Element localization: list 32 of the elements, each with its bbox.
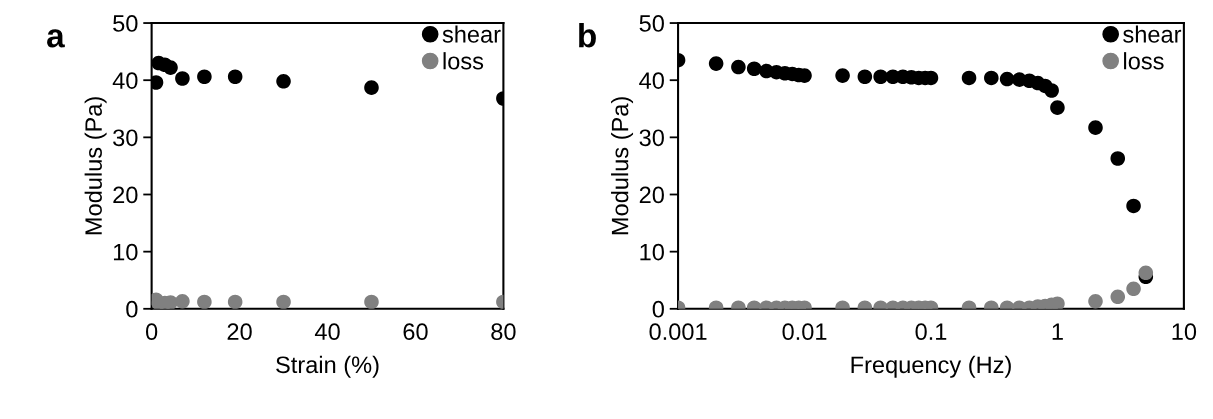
y-axis-title: Modulus (Pa) — [84, 97, 107, 235]
x-tick-label: 80 — [491, 323, 516, 341]
y-tick-label: 30 — [113, 129, 138, 147]
y-tick-label: 40 — [112, 72, 138, 89]
y-tick-label: 30 — [639, 129, 664, 147]
x-tick-label: 0.1 — [915, 323, 947, 341]
y-tick-label: 50 — [113, 15, 138, 32]
x-tick-label: 60 — [403, 323, 428, 341]
y-tick-label: 0 — [126, 300, 138, 318]
legend-label: shear — [1123, 25, 1182, 43]
y-tick-label: 20 — [639, 186, 664, 204]
x-tick-label: 0 — [145, 323, 158, 341]
legend-label: loss — [1124, 52, 1164, 70]
legend-label: loss — [443, 52, 484, 70]
x-tick-label: 0.01 — [782, 323, 827, 341]
x-tick-label: 1 — [1052, 323, 1063, 340]
y-tick-label: 20 — [113, 186, 138, 204]
y-tick-label: 40 — [639, 72, 664, 89]
legend-label: shear — [442, 25, 501, 43]
text: b — [579, 23, 596, 48]
text: a — [47, 29, 65, 48]
y-tick-label: 10 — [640, 243, 664, 261]
y-tick-label: 50 — [639, 15, 664, 32]
y-tick-label: 0 — [652, 300, 664, 318]
x-axis-title: Frequency (Hz) — [851, 355, 1011, 378]
y-axis-title: Modulus (Pa) — [611, 97, 634, 235]
x-tick-label: 20 — [227, 323, 252, 341]
x-tick-label: 40 — [314, 323, 340, 341]
x-axis-title: Strain (%) — [276, 355, 379, 378]
x-tick-label: 10 — [1172, 323, 1197, 341]
y-tick-label: 10 — [113, 243, 138, 261]
x-tick-label: 0.001 — [649, 323, 707, 341]
